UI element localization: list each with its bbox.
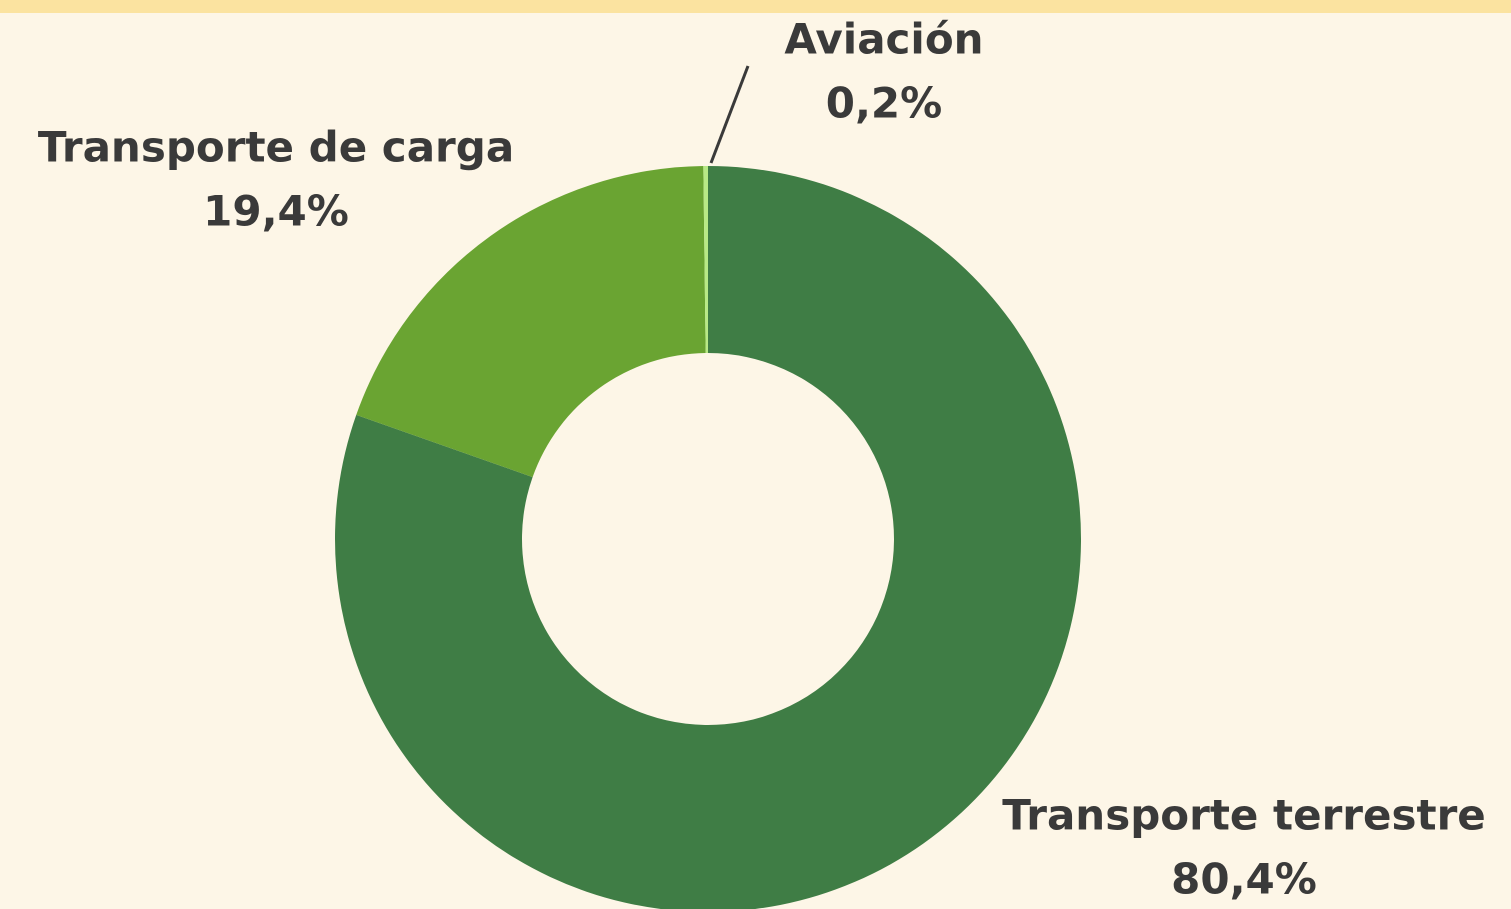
slice — [356, 166, 706, 478]
top-band — [0, 0, 1511, 13]
value-label: 80,4% — [1171, 855, 1317, 904]
value-label: 19,4% — [203, 187, 349, 236]
slice-label: Transporte terrestre — [1002, 791, 1486, 840]
value-label: 0,2% — [826, 79, 942, 128]
slice-label: Transporte de carga — [38, 123, 514, 172]
slice-label: Aviación — [784, 15, 983, 64]
slice — [335, 166, 1081, 909]
slices — [335, 166, 1081, 909]
leader-line — [709, 65, 750, 164]
slice — [703, 166, 708, 354]
